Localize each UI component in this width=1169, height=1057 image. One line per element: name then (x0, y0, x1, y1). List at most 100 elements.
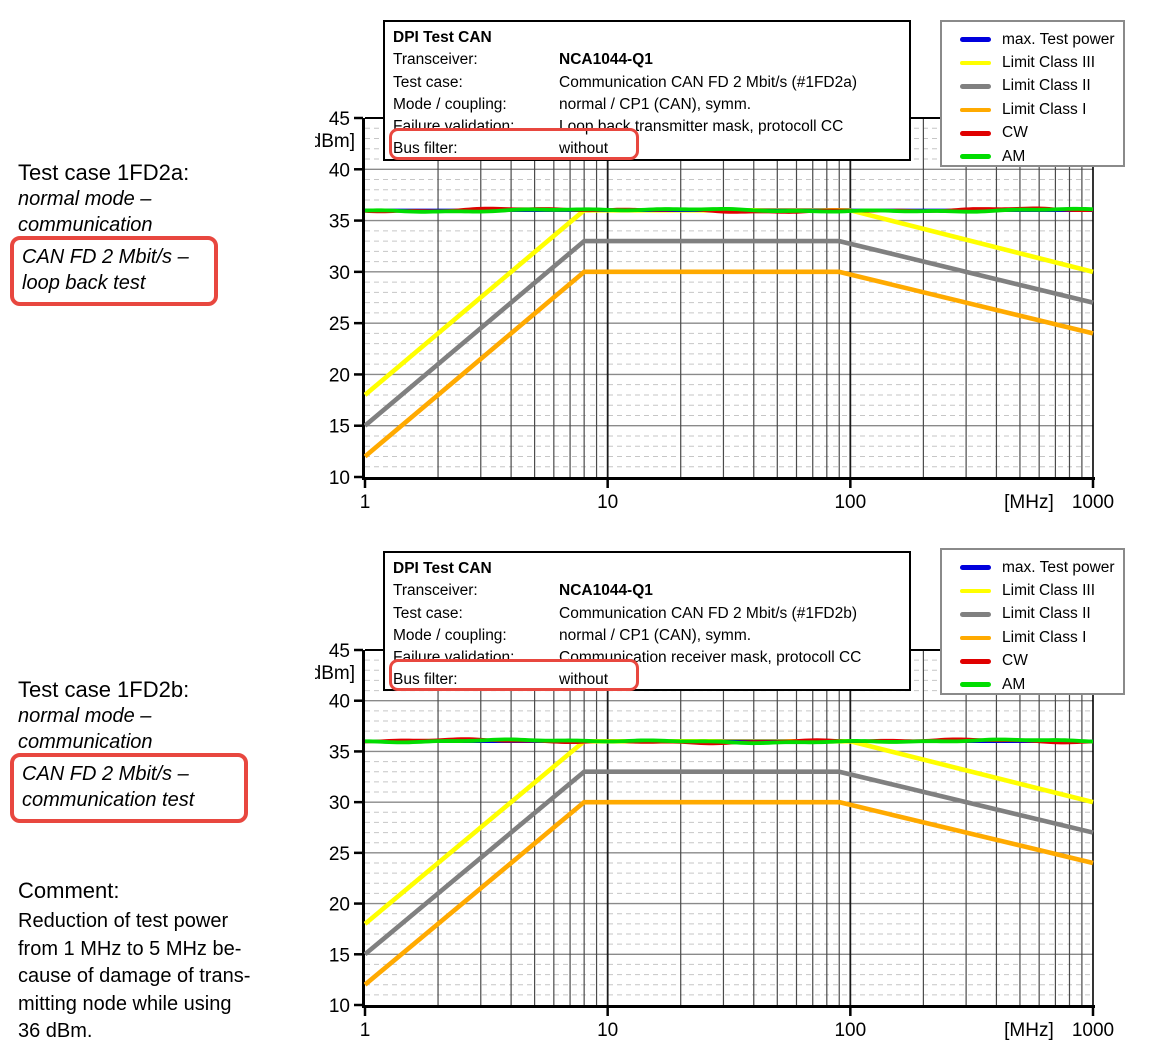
legend-swatch (960, 565, 991, 570)
legend-row-limit-class-i: Limit Class I (960, 98, 1123, 121)
legend-label: Limit Class III (1002, 54, 1096, 72)
info-value: without (559, 140, 609, 158)
info-row-mode-coupling: Mode / coupling: normal / CP1 (CAN), sym… (393, 625, 901, 647)
comment-block: Comment: Reduction of test power from 1 … (18, 878, 250, 1046)
test-case-1fd2b-title: Test case 1FD2b: (18, 677, 190, 702)
test-case-1fd2b-line2: communication (18, 731, 153, 753)
info-value: NCA1044-Q1 (559, 582, 653, 600)
comment-title: Comment: (18, 878, 120, 903)
info-label: Mode / coupling: (393, 95, 507, 113)
test-case-1fd2b-block: Test case 1FD2b: normal mode – communica… (18, 677, 189, 755)
info-value: normal / CP1 (CAN), symm. (559, 626, 752, 644)
legend-label: Limit Class II (1002, 605, 1091, 623)
info-row-bus-filter: Bus filter: without (393, 669, 901, 691)
comment-text: Reduction of test power from 1 MHz to 5 … (18, 910, 251, 1042)
svg-text:1: 1 (360, 492, 371, 513)
svg-text:1: 1 (360, 1020, 371, 1041)
svg-text:35: 35 (329, 742, 350, 763)
legend-swatch (960, 84, 991, 89)
svg-text:40: 40 (329, 692, 350, 713)
info-row-transceiver: Transceiver: NCA1044-Q1 (393, 49, 901, 71)
info-row-failure-validation: Failure validation: Loop back transmitte… (393, 116, 901, 138)
legend-label: Limit Class II (1002, 77, 1091, 95)
test-case-1fd2a-boxed-line2: loop back test (22, 272, 146, 294)
legend-row-cw: CW (960, 650, 1123, 673)
svg-text:30: 30 (329, 263, 350, 284)
info-box-title: DPI Test CAN (393, 29, 492, 46)
svg-text:[MHz]: [MHz] (1004, 1020, 1054, 1041)
svg-text:10: 10 (597, 1020, 618, 1041)
svg-text:40: 40 (329, 160, 350, 181)
legend-row-limit-class-ii: Limit Class II (960, 603, 1123, 626)
info-value: NCA1044-Q1 (559, 51, 653, 69)
info-label: Bus filter: (393, 671, 458, 689)
info-value: without (559, 671, 609, 689)
legend-row-cw: CW (960, 122, 1123, 145)
info-label: Test case: (393, 604, 463, 622)
info-row-failure-validation: Failure validation: Communication receiv… (393, 647, 901, 669)
svg-text:15: 15 (329, 417, 350, 438)
svg-text:25: 25 (329, 314, 350, 335)
svg-text:1000: 1000 (1072, 492, 1114, 513)
legend-1fd2b: max. Test power Limit Class III Limit Cl… (940, 548, 1125, 695)
svg-text:45: 45 (329, 109, 350, 130)
legend-row-limit-class-ii: Limit Class II (960, 75, 1123, 98)
legend-swatch (960, 131, 991, 136)
legend-row-limit-class-i: Limit Class I (960, 626, 1123, 649)
info-label: Failure validation: (393, 118, 515, 136)
legend-row-limit-class-iii: Limit Class III (960, 51, 1123, 74)
info-box-title: DPI Test CAN (393, 560, 492, 577)
legend-swatch (960, 37, 991, 42)
info-label: Test case: (393, 73, 463, 91)
info-value: normal / CP1 (CAN), symm. (559, 95, 752, 113)
info-label: Transceiver: (393, 51, 478, 69)
svg-text:30: 30 (329, 793, 350, 814)
svg-text:45: 45 (329, 641, 350, 662)
svg-text:35: 35 (329, 212, 350, 233)
legend-label: CW (1002, 652, 1028, 670)
legend-label: max. Test power (1002, 558, 1115, 576)
svg-text:15: 15 (329, 945, 350, 966)
info-value: Communication receiver mask, protocoll C… (559, 649, 862, 667)
test-case-1fd2a-block: Test case 1FD2a: normal mode – communica… (18, 160, 189, 238)
svg-text:20: 20 (329, 365, 350, 386)
legend-label: max. Test power (1002, 30, 1115, 48)
info-label: Transceiver: (393, 582, 478, 600)
legend-swatch (960, 612, 991, 617)
info-row-test-case: Test case: Communication CAN FD 2 Mbit/s… (393, 72, 901, 94)
svg-text:[MHz]: [MHz] (1004, 492, 1054, 513)
info-row-mode-coupling: Mode / coupling: normal / CP1 (CAN), sym… (393, 94, 901, 116)
info-row-test-case: Test case: Communication CAN FD 2 Mbit/s… (393, 603, 901, 625)
info-label: Bus filter: (393, 140, 458, 158)
test-case-1fd2a-line2: communication (18, 214, 153, 236)
test-case-1fd2a-title: Test case 1FD2a: (18, 160, 190, 185)
legend-swatch (960, 60, 991, 66)
legend-row-limit-class-iii: Limit Class III (960, 579, 1123, 602)
legend-label: AM (1002, 147, 1026, 165)
info-row-transceiver: Transceiver: NCA1044-Q1 (393, 580, 901, 602)
legend-label: Limit Class I (1002, 628, 1087, 646)
svg-text:1000: 1000 (1072, 1020, 1114, 1041)
svg-text:[dBm]: [dBm] (315, 131, 355, 152)
legend-swatch (960, 659, 991, 664)
legend-row-am: AM (960, 145, 1123, 168)
legend-swatch (960, 154, 991, 159)
legend-label: AM (1002, 675, 1026, 693)
info-box-1fd2b: DPI Test CAN Transceiver: NCA1044-Q1 Tes… (383, 551, 911, 691)
legend-label: Limit Class I (1002, 100, 1087, 118)
svg-text:10: 10 (329, 996, 350, 1017)
dpi-chart-1fd2b: 10 15 20 25 30 35 40 45[dBm] 1 10 100 1000 [MHz] (315, 641, 1114, 1041)
test-case-1fd2a-line1: normal mode – (18, 188, 152, 210)
test-case-1fd2b-line1: normal mode – (18, 705, 152, 727)
svg-text:100: 100 (834, 492, 866, 513)
legend-swatch (960, 588, 991, 594)
legend-label: Limit Class III (1002, 582, 1096, 600)
svg-text:20: 20 (329, 895, 350, 916)
test-case-1fd2b-boxed-line2: communication test (22, 789, 195, 811)
info-label: Mode / coupling: (393, 626, 507, 644)
test-case-1fd2a-boxed-line1: CAN FD 2 Mbit/s – (22, 246, 189, 268)
highlight-box-1fd2b: CAN FD 2 Mbit/s – communication test (10, 753, 248, 823)
info-value: Communication CAN FD 2 Mbit/s (#1FD2b) (559, 604, 858, 622)
svg-text:[dBm]: [dBm] (315, 663, 355, 684)
